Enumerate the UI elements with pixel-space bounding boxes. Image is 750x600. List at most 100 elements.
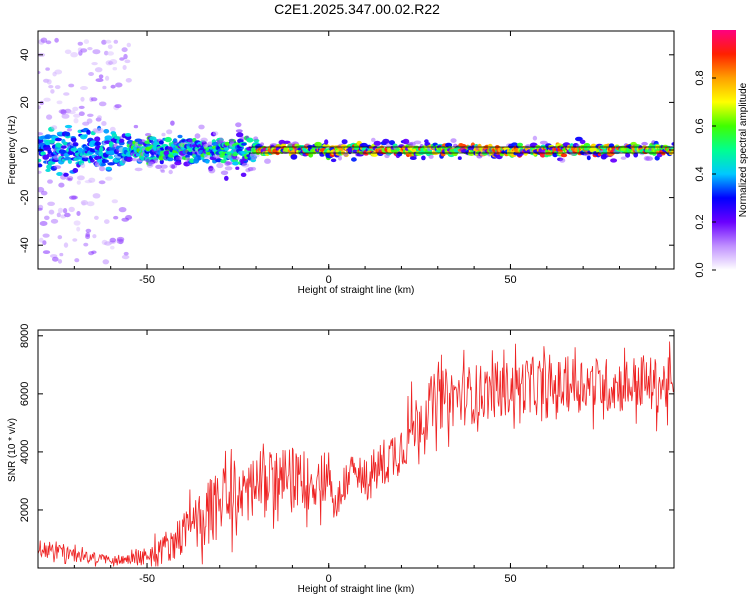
spectrogram-cell	[235, 166, 240, 170]
spectrogram-cell	[457, 156, 462, 161]
spectrogram-cell	[125, 78, 132, 83]
spectrogram-cell	[205, 159, 210, 164]
x-tick-label: 50	[504, 573, 516, 585]
spectrogram-cell	[47, 201, 55, 206]
spectrogram-cell	[66, 128, 73, 132]
spectrogram-cell	[153, 158, 159, 164]
spectrogram-cell	[101, 162, 106, 167]
spectrogram-cell	[128, 141, 133, 145]
spectrogram-cell	[382, 138, 390, 144]
spectrogram-cell	[121, 254, 130, 260]
spectrogram-cell	[88, 72, 94, 76]
spectrogram-cell	[39, 237, 44, 243]
spectrogram-cell	[108, 141, 114, 147]
y-tick-label: -20	[19, 190, 31, 206]
spectrogram-cell	[71, 195, 78, 200]
spectrogram-cell	[48, 209, 55, 215]
spectrogram-cell	[579, 139, 586, 144]
figure-title: C2E1.2025.347.00.02.R22	[274, 1, 440, 17]
spectrogram-cell	[54, 37, 59, 43]
spectrogram-cell	[103, 129, 110, 134]
spectrogram-cell	[552, 152, 558, 158]
colorbar: 0.0 0.2 0.4 0.6 0.8 Normalized spectral ampl…	[694, 30, 749, 278]
spectrogram-cell	[148, 161, 155, 166]
x-tick-label: 50	[504, 274, 516, 286]
spectrogram-cell	[83, 242, 89, 247]
spectrogram-cell	[38, 105, 41, 110]
spectrogram-cell	[47, 179, 53, 184]
spectrogram-cell	[80, 162, 86, 169]
spectrogram-cell	[351, 157, 357, 162]
spectrogram-cell	[125, 215, 133, 220]
spectrogram-cell	[58, 182, 65, 188]
spectrogram-cell	[112, 67, 118, 71]
spectrogram-cell	[38, 207, 43, 211]
spectrogram-cell	[109, 237, 117, 243]
spectrogram-cell	[102, 85, 107, 90]
spectrogram-cell	[189, 158, 195, 164]
spectrogram-cell	[77, 41, 84, 46]
x-tick-label: 0	[326, 274, 332, 286]
spectrogram-cell	[63, 172, 69, 177]
spectrogram-cell	[225, 161, 233, 165]
spectrogram-cell	[241, 163, 250, 168]
spectrogram-cell	[104, 50, 109, 56]
spectrogram-cell	[80, 200, 88, 206]
spectrogram-cell	[48, 85, 54, 89]
spectrogram-cell	[109, 59, 118, 65]
spectrogram-cell	[43, 97, 51, 102]
spectrogram-y-label: Frequency (Hz)	[7, 116, 18, 185]
spectrogram-cell	[166, 157, 174, 162]
spectrogram-cell	[50, 218, 59, 224]
spectrogram-cell	[77, 175, 85, 181]
spectrogram-cell	[110, 245, 115, 250]
spectrogram-cell	[85, 228, 92, 233]
spectrogram-cell	[144, 140, 151, 144]
spectrogram-cell	[105, 166, 112, 170]
colorbar-tick-label: 0.4	[694, 166, 706, 181]
spectrogram-x-label: Height of straight line (km)	[298, 285, 415, 296]
y-tick-label: -40	[19, 237, 31, 253]
spectrogram-cell	[126, 42, 131, 48]
spectrogram-cell	[610, 158, 618, 163]
spectrogram-cell	[94, 136, 101, 142]
spectrogram-cell	[98, 74, 104, 79]
spectrogram-cell	[97, 115, 102, 120]
snr-y-ticks: 2000 4000 6000 8000	[19, 324, 674, 522]
spectrogram-cell	[194, 133, 201, 139]
spectrogram-cell	[288, 142, 293, 148]
spectrogram-cell	[68, 110, 76, 115]
spectrogram-cell	[80, 86, 88, 90]
y-tick-label: 0	[19, 147, 31, 153]
spectrogram-cell	[54, 85, 61, 90]
spectrogram-cell	[45, 40, 52, 45]
spectrogram-cell	[107, 162, 115, 166]
y-tick-label: 4000	[19, 440, 31, 464]
spectrogram-cell	[525, 144, 532, 149]
spectrogram-cell	[166, 129, 173, 135]
spectrogram-cell	[95, 78, 104, 82]
spectrogram-cell	[39, 221, 48, 226]
spectrogram-y-ticks: -40 -20 0 20 40	[19, 49, 674, 253]
spectrogram-cell	[99, 166, 105, 172]
spectrogram-cell	[63, 141, 69, 146]
spectrogram-panel: -50 0 50 -40 -20 0 20 40 Height of straight li…	[7, 30, 675, 296]
spectrogram-cell	[72, 106, 79, 112]
colorbar-gradient	[712, 30, 736, 270]
spectrogram-cell	[260, 142, 264, 146]
spectrogram-cell	[149, 136, 157, 141]
spectrogram-cell	[114, 136, 121, 140]
spectrogram-cell	[68, 206, 75, 213]
spectrogram-cell	[72, 142, 79, 147]
spectrogram-cell	[160, 164, 168, 169]
spectrogram-cell	[94, 141, 101, 146]
colorbar-ticks: 0.0 0.2 0.4 0.6 0.8	[694, 70, 716, 278]
spectrogram-cell	[101, 39, 107, 45]
spectrogram-cell	[232, 156, 240, 161]
spectrogram-cell	[135, 153, 141, 157]
spectrogram-cell	[224, 141, 231, 146]
y-tick-label: 6000	[19, 382, 31, 406]
spectrogram-cell	[517, 142, 523, 147]
spectrogram-cell	[80, 96, 85, 102]
spectrogram-cell	[161, 132, 166, 137]
